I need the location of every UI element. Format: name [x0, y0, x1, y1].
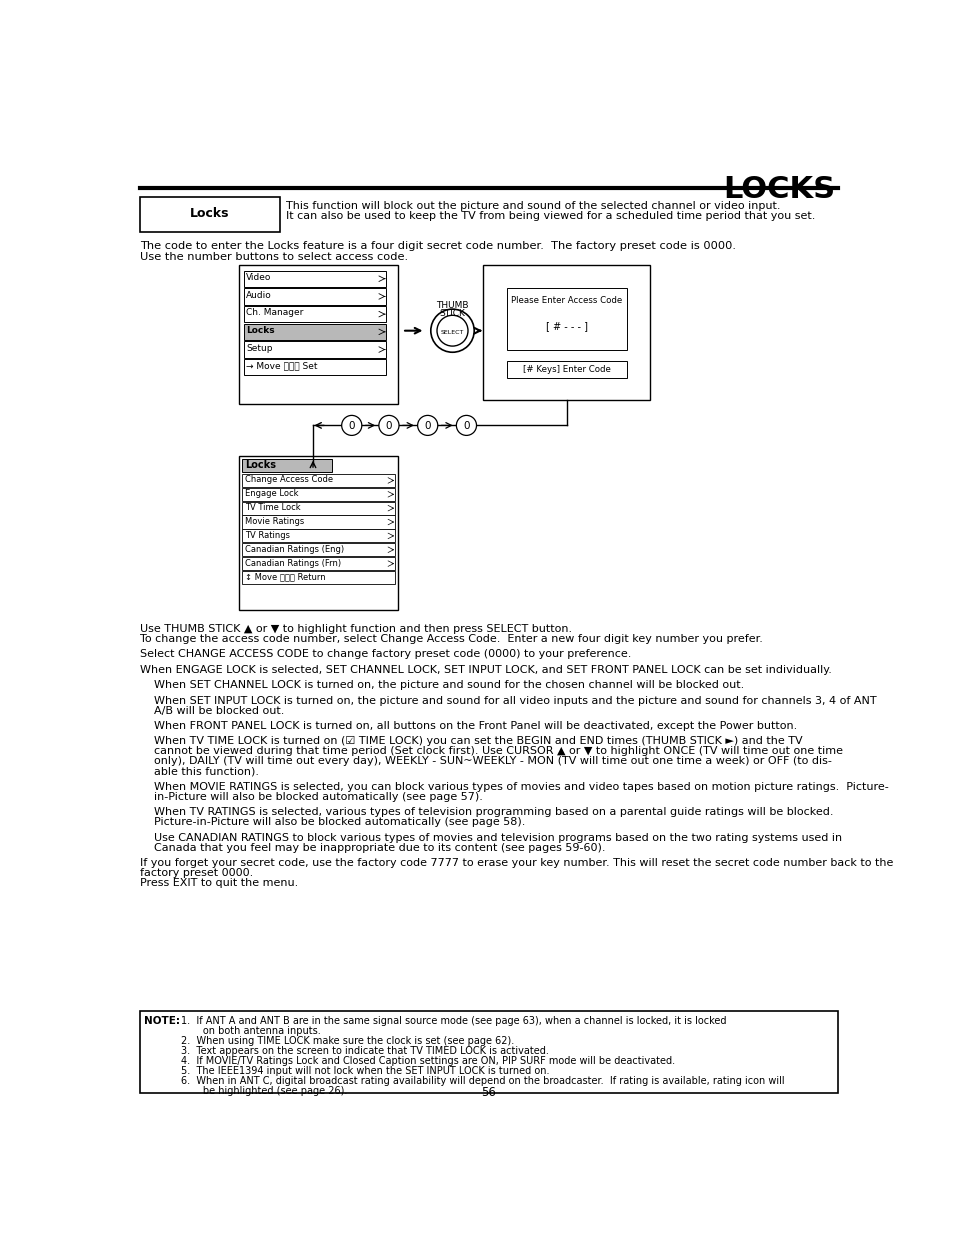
Text: Please Enter Access Code: Please Enter Access Code — [511, 296, 621, 305]
Text: 0: 0 — [463, 421, 469, 431]
Text: 5.  The IEEE1394 input will not lock when the SET INPUT LOCK is turned on.: 5. The IEEE1394 input will not lock when… — [181, 1066, 549, 1076]
Text: Canadian Ratings (Frn): Canadian Ratings (Frn) — [245, 558, 340, 568]
Text: THUMB: THUMB — [436, 301, 468, 310]
Circle shape — [431, 309, 474, 352]
Text: Locks: Locks — [190, 207, 230, 221]
Bar — [242, 515, 395, 529]
Bar — [242, 501, 395, 515]
Text: When SET CHANNEL LOCK is turned on, the picture and sound for the chosen channel: When SET CHANNEL LOCK is turned on, the … — [140, 680, 743, 690]
Text: When SET INPUT LOCK is turned on, the picture and sound for all video inputs and: When SET INPUT LOCK is turned on, the pi… — [140, 695, 876, 705]
Text: When TV TIME LOCK is turned on (☑ TIME LOCK) you can set the BEGIN and END times: When TV TIME LOCK is turned on (☑ TIME L… — [140, 736, 802, 746]
Bar — [242, 557, 395, 571]
Text: Engage Lock: Engage Lock — [245, 489, 298, 498]
Text: Locks: Locks — [246, 326, 274, 335]
Bar — [239, 456, 397, 610]
Bar — [244, 288, 385, 305]
Text: Ch. Manager: Ch. Manager — [246, 309, 303, 317]
Text: Picture-in-Picture will also be blocked automatically (see page 58).: Picture-in-Picture will also be blocked … — [140, 818, 525, 827]
Text: When MOVIE RATINGS is selected, you can block various types of movies and video : When MOVIE RATINGS is selected, you can … — [140, 782, 888, 792]
Bar — [242, 488, 395, 501]
Bar — [244, 324, 385, 340]
Text: Use the number buttons to select access code.: Use the number buttons to select access … — [140, 252, 408, 262]
Text: 2.  When using TIME LOCK make sure the clock is set (see page 62).: 2. When using TIME LOCK make sure the cl… — [181, 1036, 514, 1046]
Text: factory preset 0000.: factory preset 0000. — [140, 868, 253, 878]
Text: 1.  If ANT A and ANT B are in the same signal source mode (see page 63), when a : 1. If ANT A and ANT B are in the same si… — [181, 1016, 726, 1026]
Circle shape — [417, 415, 437, 436]
Text: 56: 56 — [481, 1086, 496, 1099]
Text: Setup: Setup — [246, 343, 273, 353]
Text: 3.  Text appears on the screen to indicate that TV TIMED LOCK is activated.: 3. Text appears on the screen to indicat… — [181, 1046, 549, 1056]
Text: 4.  If MOVIE/TV Ratings Lock and Closed Caption settings are ON, PIP SURF mode w: 4. If MOVIE/TV Ratings Lock and Closed C… — [181, 1056, 675, 1066]
Bar — [242, 543, 395, 556]
Text: Press EXIT to quit the menu.: Press EXIT to quit the menu. — [140, 878, 298, 888]
Text: TV Ratings: TV Ratings — [245, 531, 290, 540]
Text: [ # - - - ]: [ # - - - ] — [545, 321, 587, 331]
Text: When ENGAGE LOCK is selected, SET CHANNEL LOCK, SET INPUT LOCK, and SET FRONT PA: When ENGAGE LOCK is selected, SET CHANNE… — [140, 664, 831, 674]
Bar — [140, 1010, 837, 1093]
Text: It can also be used to keep the TV from being viewed for a scheduled time period: It can also be used to keep the TV from … — [286, 211, 815, 221]
Text: Movie Ratings: Movie Ratings — [245, 517, 304, 526]
Bar — [244, 270, 385, 287]
Circle shape — [436, 315, 468, 346]
Text: STICK: STICK — [439, 309, 465, 319]
Text: on both antenna inputs.: on both antenna inputs. — [181, 1026, 320, 1036]
Text: This function will block out the picture and sound of the selected channel or vi: This function will block out the picture… — [286, 200, 780, 210]
Text: Locks: Locks — [245, 461, 275, 471]
Bar — [244, 341, 385, 358]
Text: LOCKS: LOCKS — [723, 175, 835, 204]
Text: 6.  When in ANT C, digital broadcast rating availability will depend on the broa: 6. When in ANT C, digital broadcast rati… — [181, 1076, 784, 1086]
Text: 0: 0 — [385, 421, 392, 431]
Text: Change Access Code: Change Access Code — [245, 475, 333, 484]
Bar — [506, 362, 626, 378]
Circle shape — [378, 415, 398, 436]
Bar — [506, 288, 626, 350]
Bar — [244, 306, 385, 322]
Text: TV Time Lock: TV Time Lock — [245, 503, 300, 513]
Text: able this function).: able this function). — [140, 767, 259, 777]
Bar — [242, 459, 332, 472]
Circle shape — [456, 415, 476, 436]
Text: Canadian Ratings (Eng): Canadian Ratings (Eng) — [245, 545, 344, 553]
Text: When FRONT PANEL LOCK is turned on, all buttons on the Front Panel will be deact: When FRONT PANEL LOCK is turned on, all … — [140, 721, 797, 731]
Text: 0: 0 — [424, 421, 431, 431]
Text: The code to enter the Locks feature is a four digit secret code number.  The fac: The code to enter the Locks feature is a… — [140, 241, 736, 252]
Text: only), DAILY (TV will time out every day), WEEKLY - SUN~WEEKLY - MON (TV will ti: only), DAILY (TV will time out every day… — [140, 757, 831, 767]
Text: A/B will be blocked out.: A/B will be blocked out. — [140, 705, 284, 715]
Bar — [140, 196, 279, 232]
Bar — [242, 571, 395, 584]
Bar — [242, 530, 395, 542]
Text: Use CANADIAN RATINGS to block various types of movies and television programs ba: Use CANADIAN RATINGS to block various ty… — [140, 832, 841, 842]
Bar — [244, 359, 385, 375]
Text: be highlighted (see page 26).: be highlighted (see page 26). — [181, 1086, 347, 1095]
Text: 0: 0 — [348, 421, 355, 431]
Text: Video: Video — [246, 273, 272, 282]
Text: NOTE:: NOTE: — [144, 1016, 180, 1026]
Text: Canada that you feel may be inappropriate due to its content (see pages 59-60).: Canada that you feel may be inappropriat… — [140, 842, 605, 852]
Circle shape — [341, 415, 361, 436]
Text: → Move ⓂⓄⓁ Set: → Move ⓂⓄⓁ Set — [246, 362, 317, 370]
Text: cannot be viewed during that time period (Set clock first). Use CURSOR ▲ or ▼ to: cannot be viewed during that time period… — [140, 746, 842, 757]
Text: in-Picture will also be blocked automatically (see page 57).: in-Picture will also be blocked automati… — [140, 792, 482, 802]
Bar — [239, 266, 397, 404]
Bar — [483, 266, 649, 400]
Text: Select CHANGE ACCESS CODE to change factory preset code (0000) to your preferenc: Select CHANGE ACCESS CODE to change fact… — [140, 650, 631, 659]
Text: ↕ Move ⓂⓄⓁ Return: ↕ Move ⓂⓄⓁ Return — [245, 573, 325, 582]
Text: To change the access code number, select Change Access Code.  Enter a new four d: To change the access code number, select… — [140, 634, 762, 645]
Text: Audio: Audio — [246, 290, 272, 300]
Text: When TV RATINGS is selected, various types of television programming based on a : When TV RATINGS is selected, various typ… — [140, 808, 833, 818]
Text: Use THUMB STICK ▲ or ▼ to highlight function and then press SELECT button.: Use THUMB STICK ▲ or ▼ to highlight func… — [140, 624, 572, 634]
Text: If you forget your secret code, use the factory code 7777 to erase your key numb: If you forget your secret code, use the … — [140, 858, 893, 868]
Text: [# Keys] Enter Code: [# Keys] Enter Code — [522, 366, 610, 374]
Text: SELECT: SELECT — [440, 330, 464, 335]
Bar — [242, 474, 395, 487]
